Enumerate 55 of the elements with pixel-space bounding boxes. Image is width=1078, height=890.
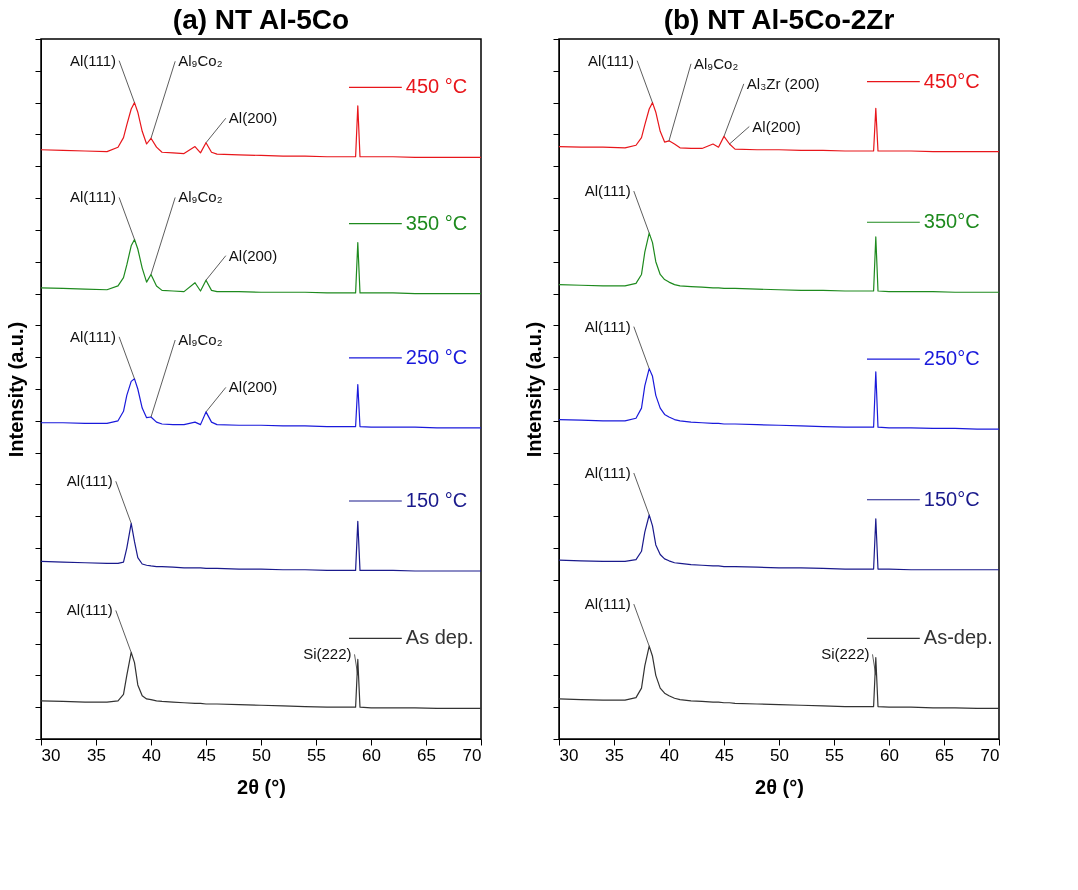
x-tick-label: 30 [559,745,579,765]
x-axis-title: 2θ (°) [755,775,804,798]
x-tick-label: 60 [362,745,381,765]
annotation: Al(111) [584,464,631,481]
annotation: Al₉Co₂ [178,52,223,70]
annotation: Al₉Co₂ [694,54,739,72]
x-tick-label: 50 [252,745,271,765]
annotation: Al(200) [228,109,278,127]
legend-label: As-dep. [923,626,993,649]
annotation: Al(111) [69,327,117,345]
annotation: Al(200) [752,117,801,135]
chart-title: (a) NT Al-5Co [172,3,350,35]
x-tick-label: 35 [605,745,624,765]
legend-label: As dep. [405,626,474,649]
legend-label: 150 °C [405,489,468,511]
x-tick-label: 45 [715,745,734,765]
x-tick-label: 70 [980,745,1000,765]
x-tick-label: 40 [660,745,679,765]
x-tick-label: 45 [197,745,216,765]
legend-label: 350°C [923,210,980,233]
annotation: Al(111) [69,188,117,206]
chart-title: (b) NT Al-5Co-2Zr [663,3,895,35]
x-tick-label: 55 [825,745,844,765]
annotation: Al(111) [66,472,113,490]
x-axis-title: 2θ (°) [237,775,286,798]
x-tick-label: 70 [462,745,482,765]
legend-label: 350 °C [405,211,468,234]
annotation: Al(111) [69,51,117,69]
legend-label: 150°C [923,487,980,510]
annotation: Al(111) [587,51,635,69]
legend-label: 450 °C [405,75,468,98]
x-tick-label: 65 [417,745,436,765]
x-tick-label: 65 [935,745,954,765]
x-tick-label: 50 [770,745,789,765]
annotation: Al(111) [584,317,631,335]
annotation: Si(222) [821,645,870,663]
y-axis-title: Intensity (a.u.) [523,321,545,458]
annotation: Si(222) [303,645,352,663]
annotation: Al(200) [228,246,278,264]
annotation: Al(111) [584,595,631,613]
annotation: Al₃Zr (200) [746,74,820,92]
annotation: Al₉Co₂ [178,188,223,206]
annotation: Al(200) [228,378,278,396]
x-tick-label: 35 [87,745,106,765]
x-tick-label: 40 [142,745,161,765]
y-axis-title: Intensity (a.u.) [5,321,27,458]
legend-label: 450°C [923,69,980,92]
x-tick-label: 60 [880,745,899,765]
legend-label: 250 °C [405,345,468,368]
annotation: Al(111) [66,601,113,619]
x-tick-label: 30 [41,745,61,765]
annotation: Al₉Co₂ [178,331,223,348]
x-tick-label: 55 [307,745,326,765]
legend-label: 250°C [923,347,980,370]
annotation: Al(111) [584,182,631,200]
